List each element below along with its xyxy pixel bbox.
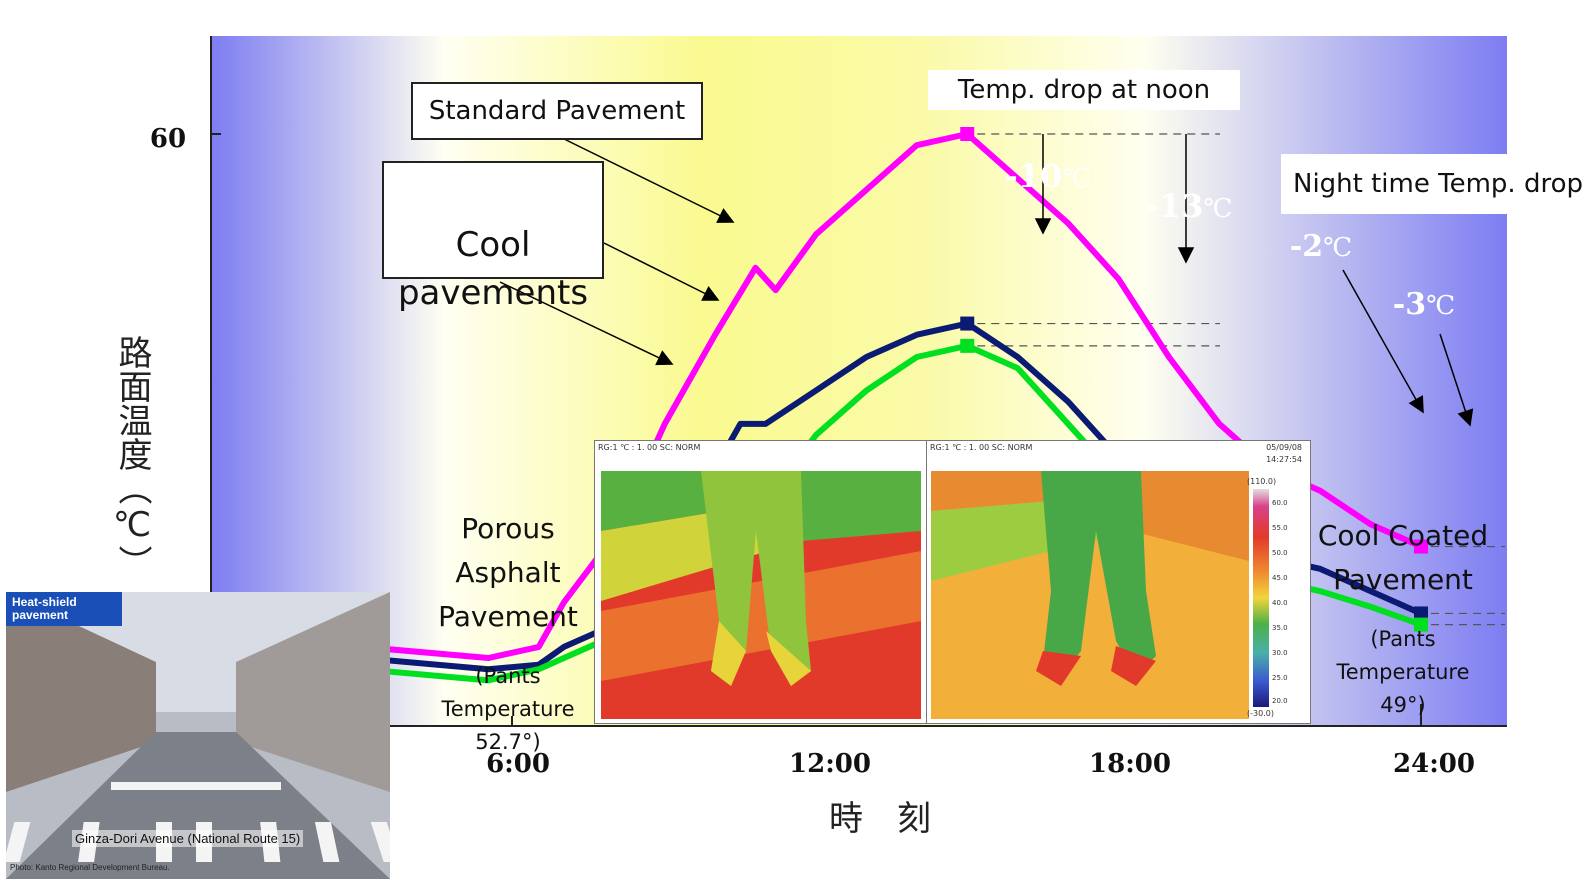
scale-tick: 25.0 [1272,674,1288,682]
drop-badge-13: -13℃ [1118,176,1260,236]
drop-value: -10 [1004,157,1063,195]
thermal-picture [931,471,1249,719]
arrows [499,134,1474,427]
drop-unit: ℃ [1323,233,1353,263]
thermal-time: 14:27:54 [1266,455,1302,464]
drop-badge-10: -10℃ [978,147,1118,205]
porous-asphalt-label: Porous Asphalt Pavement (Pants Temperatu… [418,486,598,779]
series-2-peak-marker [960,316,975,331]
scale-tick: 30.0 [1272,649,1288,657]
x-tick-labels: 6:00 12:00 18:00 24:00 [486,749,1475,779]
thermal-header: RG:1 ℃ : 1. 00 SC: NORM [598,443,701,452]
cool-coated-label: Cool Coated Pavement (Pants Temperature … [1307,493,1499,742]
scale-tick: 35.0 [1272,624,1288,632]
thermal-image-porous: RG:1 ℃ : 1. 00 SC: NORM [594,440,928,724]
x-tick-label: 18:00 [1089,749,1171,779]
arrow-night-2 [1342,269,1424,414]
scale-tick: 60.0 [1272,499,1288,507]
scale-ticks: 60.0 55.0 50.0 45.0 40.0 35.0 30.0 25.0 … [1272,491,1308,707]
arrow-noon-10 [1034,134,1052,235]
series-1-end-marker [1414,539,1428,554]
series-3-end-marker [1414,617,1428,632]
thermal-header: RG:1 ℃ : 1. 00 SC: NORM [930,443,1033,452]
drop-unit: ℃ [1062,164,1092,194]
arrow-noon-13 [1177,134,1195,264]
arrow-to-standard [559,136,735,223]
y-tick-label-60: 60 [150,124,186,154]
guide-lines [977,133,1505,626]
series-2-end-marker [1414,606,1428,621]
thermal-image-coated: RG:1 ℃ : 1. 00 SC: NORM 05/09/08 14:27:5… [926,440,1311,724]
series-1-peak-marker [960,127,975,141]
porous-note: (Pants Temperature 52.7°) [441,663,575,754]
noon-drop-label: Temp. drop at noon [928,70,1240,110]
thermal-picture [601,471,921,719]
coated-title: Cool Coated Pavement [1317,518,1489,596]
scale-top: (110.0) [1247,477,1277,486]
cool-pavements-label: Cool pavements [382,161,604,313]
drop-unit: ℃ [1203,194,1233,224]
x-tick-label: 24:00 [1393,749,1475,779]
x-tick-label: 6:00 [486,749,550,779]
drop-value: -13 [1145,187,1204,225]
coated-note: (Pants Temperature 49°) [1336,626,1470,717]
scale-tick: 50.0 [1272,549,1288,557]
photo-tag: Heat-shield pavement [6,592,122,626]
porous-title: Porous Asphalt Pavement [438,511,578,633]
color-scale [1253,489,1269,707]
scale-tick: 20.0 [1272,697,1288,705]
arrow-night-3 [1439,333,1474,427]
drop-value: -3 [1392,287,1427,322]
drop-badge-3: -3℃ [1354,276,1494,334]
x-axis-label: 時 刻 [829,799,931,839]
series-line-1 [210,131,1423,662]
photo-credit: Photo: Kanto Regional Development Bureau… [10,863,170,872]
y-axis-label: 路面温度（℃） [112,335,152,579]
scale-bottom: (-30.0) [1247,709,1274,718]
scale-tick: 40.0 [1272,599,1288,607]
x-tick-label: 12:00 [789,749,871,779]
series-3-peak-marker [960,338,975,353]
photo-caption: Ginza-Dori Avenue (National Route 15) [72,830,304,847]
drop-badge-2: -2℃ [1250,218,1392,276]
drop-value: -2 [1289,229,1324,264]
arrow-to-cool-navy [603,242,720,301]
cool-pavements-text: Cool pavements [397,225,589,313]
scale-tick: 45.0 [1272,574,1288,582]
street-photo: Heat-shield pavement Ginza-Dori Avenue (… [6,592,390,879]
thermal-date: 05/09/08 [1266,443,1302,452]
standard-pavement-label: Standard Pavement [411,82,703,140]
night-drop-label: Night time Temp. drop [1281,154,1595,214]
drop-unit: ℃ [1426,291,1456,321]
scale-tick: 55.0 [1272,524,1288,532]
arrow-to-cool-green [499,281,674,366]
